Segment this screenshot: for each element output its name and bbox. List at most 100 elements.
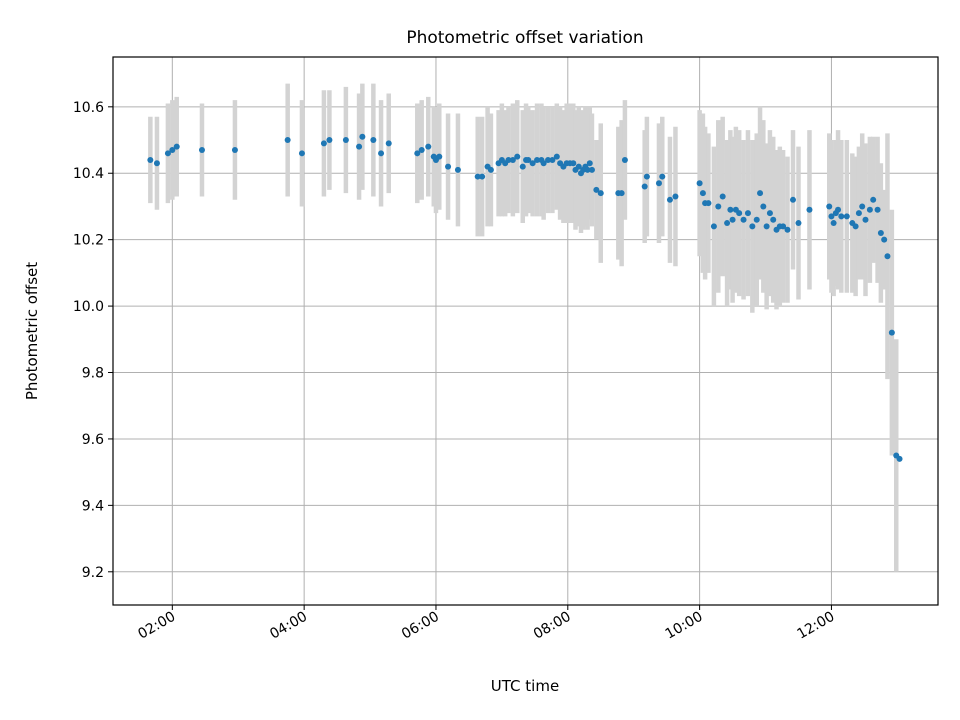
data-point — [789, 196, 796, 203]
data-point — [643, 173, 650, 180]
data-point — [852, 223, 859, 230]
y-tick-label: 9.4 — [82, 498, 104, 514]
data-point — [866, 206, 873, 213]
data-point — [874, 206, 881, 213]
data-point — [828, 213, 835, 220]
data-point — [356, 143, 363, 150]
data-point — [570, 160, 577, 167]
y-tick-label: 9.2 — [82, 565, 104, 581]
data-point — [588, 166, 595, 173]
data-point — [505, 156, 512, 163]
data-point — [855, 210, 862, 217]
data-point — [672, 193, 679, 200]
data-point — [760, 203, 767, 210]
data-point — [736, 210, 743, 217]
data-point — [519, 163, 526, 170]
data-point — [597, 190, 604, 197]
data-point — [370, 137, 377, 144]
data-point — [586, 160, 593, 167]
data-point — [525, 156, 532, 163]
data-point — [378, 150, 385, 157]
data-point — [153, 160, 160, 167]
data-point — [198, 146, 205, 153]
data-point — [859, 203, 866, 210]
data-point — [744, 210, 751, 217]
data-point — [445, 163, 452, 170]
data-point — [284, 137, 291, 144]
data-point — [881, 236, 888, 243]
data-point — [784, 226, 791, 233]
data-point — [164, 150, 171, 157]
data-point — [724, 220, 731, 227]
data-point — [173, 143, 180, 150]
data-point — [618, 190, 625, 197]
y-axis-ticks: 9.2 9.4 9.6 9.8 10.0 10.2 10.4 10.6 — [73, 100, 113, 581]
plot-frame — [112, 56, 939, 606]
y-tick-label: 10.4 — [73, 166, 104, 182]
data-point — [830, 220, 837, 227]
data-point — [231, 146, 238, 153]
data-point — [509, 156, 516, 163]
data-point — [621, 156, 628, 163]
data-point — [729, 216, 736, 223]
data-point — [641, 183, 648, 190]
data-point — [719, 193, 726, 200]
y-tick-label: 9.6 — [82, 432, 104, 448]
data-point — [888, 329, 895, 336]
data-point — [826, 203, 833, 210]
data-point — [414, 150, 421, 157]
data-point — [474, 173, 481, 180]
data-point — [843, 213, 850, 220]
data-point — [454, 166, 461, 173]
data-point — [418, 146, 425, 153]
data-point — [655, 180, 662, 187]
data-point — [766, 210, 773, 217]
data-point — [487, 166, 494, 173]
data-point — [727, 206, 734, 213]
chart-title: Photometric offset variation — [406, 28, 643, 48]
data-point — [705, 200, 712, 207]
data-point — [169, 146, 176, 153]
data-point — [770, 216, 777, 223]
data-point — [896, 455, 903, 462]
data-point — [584, 166, 591, 173]
data-points — [147, 133, 903, 462]
data-point — [870, 196, 877, 203]
y-tick-label: 10.2 — [73, 233, 104, 249]
data-point — [884, 253, 891, 260]
data-point — [666, 196, 673, 203]
data-point — [326, 137, 333, 144]
data-point — [757, 190, 764, 197]
data-point — [699, 190, 706, 197]
data-point — [862, 216, 869, 223]
data-point — [575, 163, 582, 170]
data-point — [320, 140, 327, 147]
data-point — [780, 223, 787, 230]
data-point — [593, 186, 600, 193]
data-point — [710, 223, 717, 230]
data-point — [553, 153, 560, 160]
data-point — [540, 160, 547, 167]
data-point — [795, 220, 802, 227]
data-point — [835, 206, 842, 213]
data-point — [385, 140, 392, 147]
data-point — [147, 156, 154, 163]
data-point — [298, 150, 305, 157]
data-point — [877, 230, 884, 237]
data-point — [514, 153, 521, 160]
data-point — [659, 173, 666, 180]
y-tick-label: 10.0 — [73, 299, 104, 315]
data-point — [806, 206, 813, 213]
data-point — [479, 173, 486, 180]
y-axis-label: Photometric offset — [23, 262, 41, 400]
data-point — [763, 223, 770, 230]
data-point — [749, 223, 756, 230]
data-point — [545, 156, 552, 163]
data-point — [359, 133, 366, 140]
data-point — [436, 153, 443, 160]
data-point — [838, 213, 845, 220]
y-tick-label: 9.8 — [82, 366, 104, 382]
data-point — [529, 160, 536, 167]
data-point — [696, 180, 703, 187]
